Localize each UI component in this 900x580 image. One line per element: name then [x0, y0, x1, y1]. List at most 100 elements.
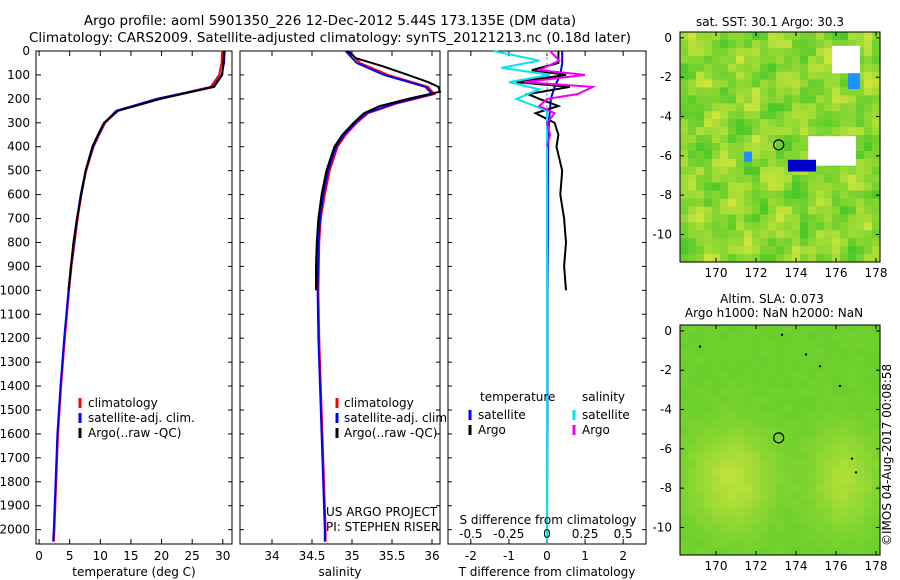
x-tick-label: 176	[825, 559, 848, 573]
map-cell	[760, 47, 769, 57]
map-cell	[800, 499, 809, 508]
map-cell	[760, 135, 769, 144]
map-cell	[768, 63, 777, 73]
map-cell	[680, 475, 689, 485]
map-cell	[752, 459, 761, 469]
map-cell	[856, 39, 865, 49]
map-cell	[712, 47, 721, 57]
map-cell	[736, 135, 745, 144]
map-cell	[792, 71, 801, 81]
map-cell	[688, 396, 697, 405]
map-cell	[720, 515, 729, 524]
map-cell	[776, 95, 785, 104]
map-cell	[776, 356, 785, 366]
map-cell	[784, 63, 793, 73]
map-cell	[680, 340, 689, 350]
map-cell	[832, 340, 841, 350]
map-cell	[864, 158, 873, 168]
map-cell	[824, 444, 833, 453]
map-cell	[832, 539, 841, 548]
map-cell	[832, 32, 841, 41]
map-cell	[704, 459, 713, 469]
map-cell	[712, 198, 721, 208]
map-cell	[680, 127, 689, 136]
map-cell	[816, 515, 825, 524]
map-cell	[776, 539, 785, 548]
map-cell	[704, 388, 713, 397]
map-cell	[744, 190, 753, 200]
map-cell	[808, 396, 817, 405]
map-cell	[720, 396, 729, 405]
map-cell	[856, 396, 865, 405]
map-cell	[784, 539, 793, 548]
y-tick-label: 1600	[0, 427, 30, 441]
map-cell	[752, 79, 761, 89]
map-cell	[704, 523, 713, 532]
map-cell	[784, 491, 793, 501]
map-cell	[736, 127, 745, 136]
map-cell	[800, 515, 809, 524]
map-cell	[816, 182, 825, 192]
map-cell	[752, 95, 761, 104]
map-cell	[680, 451, 689, 461]
x-tick-label: 34	[264, 549, 279, 563]
y-tick-label: -4	[660, 403, 672, 417]
map-cell	[800, 206, 809, 215]
map-cell	[736, 174, 745, 184]
map-cell	[832, 380, 841, 389]
map-cell	[808, 459, 817, 469]
map-cell	[816, 190, 825, 200]
map-cell	[768, 356, 777, 366]
map-cell	[752, 222, 761, 231]
panel-frame-1	[239, 50, 441, 545]
map-cell	[792, 523, 801, 532]
map-cell	[824, 380, 833, 389]
map-cell	[848, 444, 857, 453]
map-cell	[856, 238, 865, 247]
map-cell	[688, 119, 697, 128]
map-cell	[864, 380, 873, 389]
map-cell	[704, 79, 713, 89]
title-line-2: Climatology: CARS2009. Satellite-adjuste…	[28, 30, 632, 46]
y-tick-label: -8	[660, 188, 672, 202]
map-cell	[704, 63, 713, 73]
map-cell	[864, 325, 873, 334]
map-cell	[744, 111, 753, 120]
map-cell	[696, 111, 705, 120]
map-cell	[792, 206, 801, 215]
map-cell	[784, 459, 793, 469]
map-cell	[696, 135, 705, 144]
map-cell	[840, 87, 849, 96]
map-cell	[792, 459, 801, 469]
map-cell	[824, 539, 833, 548]
y-tick-label: 1900	[0, 499, 30, 513]
map-cell	[704, 348, 713, 358]
map-cell	[736, 499, 745, 508]
map-cell	[752, 372, 761, 382]
map-cell	[864, 143, 873, 152]
map-cell	[848, 348, 857, 358]
map-cell	[856, 87, 865, 96]
map-cell	[808, 475, 817, 485]
map-cell	[680, 158, 689, 168]
map-cell	[840, 444, 849, 453]
map-cell	[736, 325, 745, 334]
map-cell	[704, 372, 713, 382]
map-cell	[824, 32, 833, 41]
map-cell	[800, 39, 809, 49]
map-cell	[800, 547, 809, 556]
map-cell	[808, 206, 817, 215]
map-cell	[752, 198, 761, 208]
map-cell	[720, 531, 729, 540]
y-tick-label: 700	[7, 212, 30, 226]
map-cell	[760, 198, 769, 208]
map-cell	[832, 404, 841, 413]
map-cell	[784, 523, 793, 532]
map-cell	[680, 95, 689, 104]
map-cell	[768, 523, 777, 532]
map-cell	[824, 71, 833, 81]
map-cell	[808, 32, 817, 41]
map-cell	[856, 499, 865, 508]
map-cell	[864, 182, 873, 192]
map-cell	[768, 420, 777, 429]
